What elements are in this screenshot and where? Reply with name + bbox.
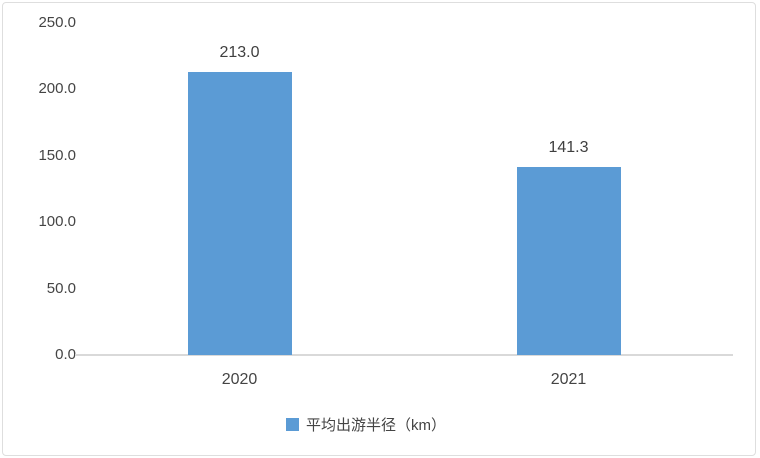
legend: 平均出游半径（km） <box>0 412 760 436</box>
bar-value-label: 141.3 <box>548 139 589 157</box>
x-axis-line <box>75 354 733 356</box>
y-tick-label: 50.0 <box>46 279 76 297</box>
x-category-label: 2021 <box>550 371 587 388</box>
y-tick-label: 200.0 <box>38 80 76 98</box>
legend-color-swatch <box>286 417 299 431</box>
legend-label: 平均出游半径（km） <box>306 416 446 434</box>
bar-2021 <box>516 167 621 355</box>
y-tick-label: 0.0 <box>55 346 76 363</box>
bar-2020 <box>187 72 292 355</box>
x-category-label: 2020 <box>221 371 258 388</box>
y-tick-label: 100.0 <box>38 213 76 231</box>
bar-value-label: 213.0 <box>219 44 260 62</box>
y-tick-label: 250.0 <box>38 14 76 31</box>
y-tick-label: 150.0 <box>38 146 76 164</box>
